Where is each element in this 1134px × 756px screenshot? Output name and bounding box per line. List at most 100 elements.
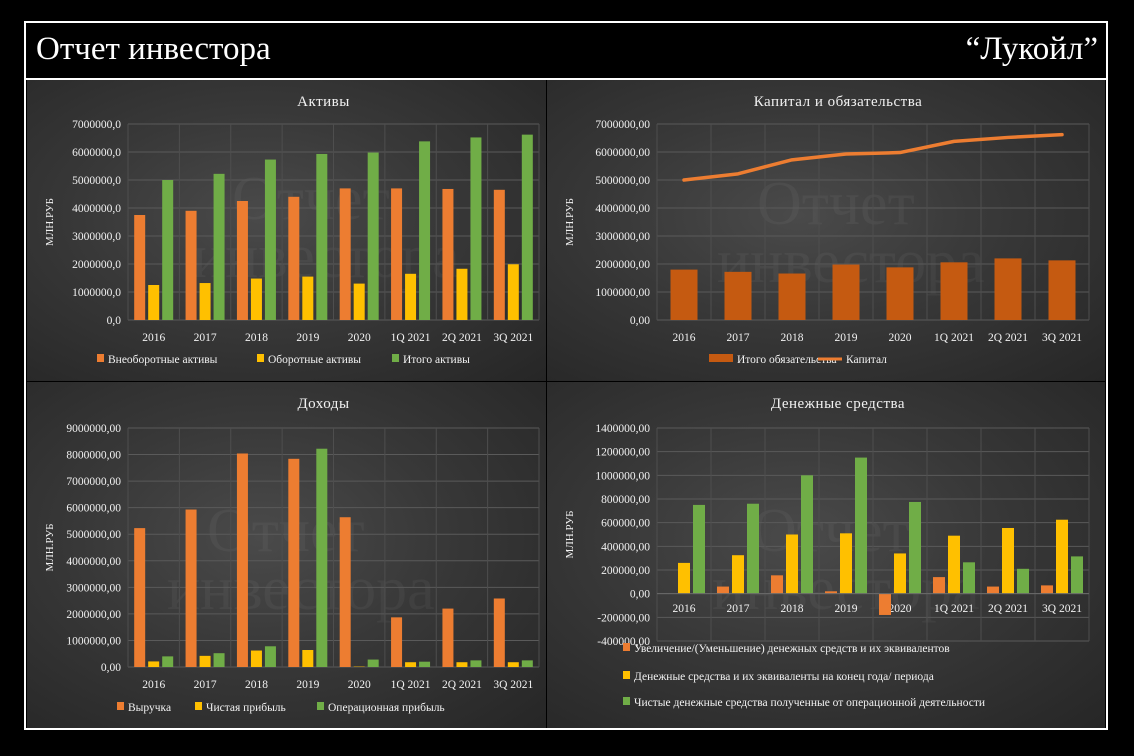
assets-legend-swatch [257,354,264,362]
income-bar-операционная-прибыль [419,661,431,667]
income-chart-panel: ОтчетинвестораДоходыМЛН.РУБ0,001000000,0… [27,382,546,728]
assets-bar-итого-активы [367,152,379,320]
income-bar-операционная-прибыль [316,448,328,667]
assets-xtick: 2019 [296,332,319,344]
cash-xtick: 1Q 2021 [934,603,974,615]
income-ytick: 3000000,00 [66,582,121,594]
income-xtick: 3Q 2021 [493,679,533,691]
assets-bar-оборотные-активы [302,276,314,320]
assets-bar-итого-активы [213,173,225,320]
cash-legend-swatch [623,671,630,679]
cash-ytick: 200000,00 [601,565,650,577]
cash-bar-денежные-средства-и-их-э [678,562,690,594]
cash-bar-чистые-денежные-средства [747,503,759,594]
assets-bar-итого-активы [470,137,482,320]
assets-legend-label: Оборотные активы [268,354,361,366]
assets-legend-swatch [392,354,399,362]
assets-xtick: 2018 [245,332,268,344]
cash-ytick: 400000,00 [601,541,650,553]
assets-bar-итого-активы [419,141,431,320]
assets-svg: Активы МЛН.РУБ 0,0 1000000,0 2000000,0 300000… [44,94,540,366]
income-ytick: 6000000,00 [66,503,121,515]
assets-xtick: 2016 [142,332,165,344]
assets-xtick: 2Q 2021 [442,332,482,344]
cash-bar-денежные-средства-и-их-э [948,535,960,594]
cash-ytick: -400000,00 [597,636,650,648]
cash-bar-чистые-денежные-средства [1071,556,1083,594]
cash-bar-увеличение-уменьшение-де [771,575,783,594]
capital-svg: Капитал и обязательства МЛН.РУБ 0,00 100000… [564,94,1090,366]
cash-ytick: 800000,00 [601,494,650,506]
capital-xtick: 3Q 2021 [1042,332,1082,344]
income-bar-выручка [391,617,403,667]
cash-svg: Денежные средства МЛН.РУБ -400000,00 -20000… [564,396,1090,709]
cash-bar-чистые-денежные-средства [801,475,813,594]
assets-bar-оборотные-активы [405,273,417,320]
capital-ylabel: МЛН.РУБ [564,198,576,246]
income-xtick: 2Q 2021 [442,679,482,691]
assets-xtick: 1Q 2021 [391,332,431,344]
cash-bar-чистые-денежные-средства [693,504,705,594]
capital-xtick: 2018 [781,332,804,344]
cash-ytick: -200000,00 [597,612,650,624]
income-bar-выручка [288,458,300,667]
income-svg: Доходы МЛН.РУБ 0,00 1000000,00 2000000,00 300… [44,396,540,714]
assets-bar-оборотные-активы [250,278,262,320]
assets-bar-внеоборотные-активы [339,188,351,320]
cash-bar-увеличение-уменьшение-де [825,591,837,594]
cash-xtick: 2020 [889,603,912,615]
cash-ytick: 1000000,00 [595,470,650,482]
income-bar-операционная-прибыль [213,653,225,667]
capital-xtick: 2020 [889,332,912,344]
assets-ytick: 0,0 [107,315,122,327]
income-bar-чистая-прибыль [199,655,211,667]
cash-bar-увеличение-уменьшение-де [717,586,729,594]
capital-ytick: 4000000,00 [595,203,650,215]
capital-bar-итого-обязательства [724,271,752,320]
cash-xtick: 2016 [673,603,696,615]
income-xtick: 2016 [142,679,165,691]
capital-ytick: 5000000,00 [595,175,650,187]
capital-xtick: 2017 [727,332,750,344]
cash-bar-денежные-средства-и-их-э [894,553,906,594]
assets-bar-итого-активы [316,153,328,320]
assets-ytick: 5000000,0 [72,175,121,187]
income-bar-выручка [236,453,248,667]
income-ytick: 5000000,00 [66,529,121,541]
income-xtick: 2018 [245,679,268,691]
capital-xtick: 2019 [835,332,858,344]
income-bar-выручка [493,598,505,667]
capital-bar-итого-обязательства [994,258,1022,320]
income-bar-операционная-прибыль [470,660,482,667]
income-bar-выручка [339,517,351,667]
income-legend-swatch [117,702,124,710]
capital-line-capital [682,132,1064,182]
income-bar-чистая-прибыль [250,650,262,667]
cash-legend-swatch [623,643,630,651]
capital-bar-итого-обязательства [670,269,698,320]
report-header: Отчет инвестора “Лукойл” [26,23,1106,80]
income-ylabel: МЛН.РУБ [44,524,56,572]
cash-bar-увеличение-уменьшение-де [879,593,891,615]
cash-bar-чистые-денежные-средства [963,562,975,594]
income-bar-выручка [442,608,454,667]
income-legend-label: Выручка [128,702,171,714]
capital-ytick: 3000000,00 [595,231,650,243]
cash-ytick: 0,00 [630,589,650,601]
capital-title: Капитал и обязательства [754,94,923,110]
assets-bar-оборотные-активы [199,283,211,320]
income-ytick: 4000000,00 [66,556,121,568]
income-ytick: 7000000,00 [66,476,121,488]
cash-legend-label: Увеличение/(Уменьшение) денежных средств… [634,643,950,655]
assets-legend-label: Итого активы [403,354,470,366]
income-bar-выручка [185,509,197,667]
income-ytick: 1000000,00 [66,635,121,647]
cash-title: Денежные средства [771,396,905,412]
cash-ylabel: МЛН.РУБ [564,511,576,559]
assets-bar-оборотные-активы [456,268,468,320]
capital-legend-label: Капитал [846,354,887,366]
capital-legend-swatch [709,354,733,362]
assets-title: Активы [297,94,350,110]
income-bar-чистая-прибыль [405,662,417,667]
assets-xtick: 2017 [194,332,217,344]
